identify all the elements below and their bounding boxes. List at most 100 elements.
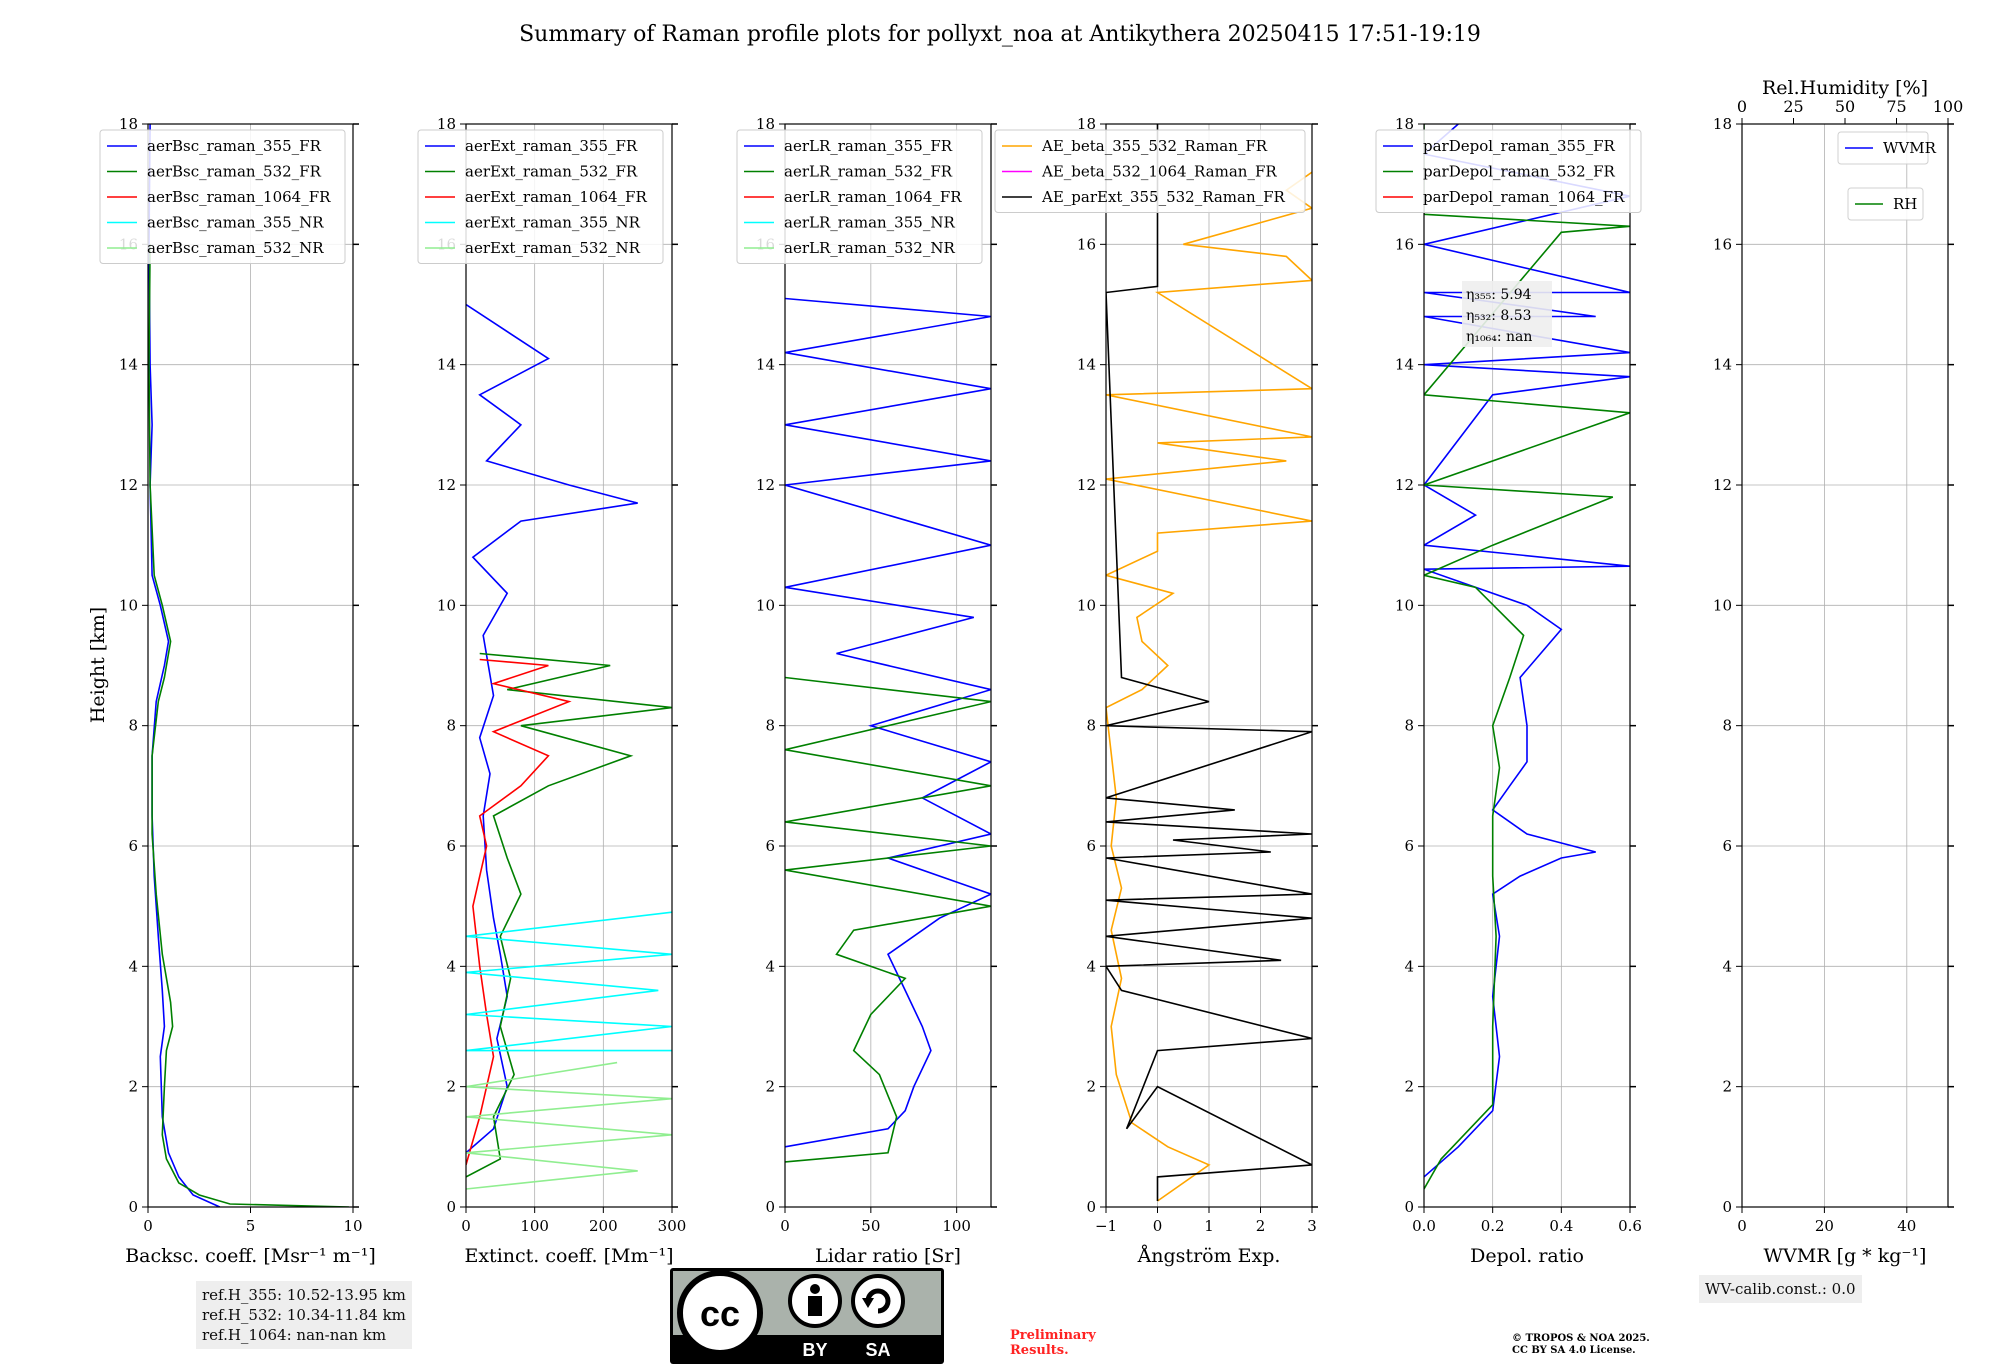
y-tick-label: 10 bbox=[119, 596, 138, 614]
axes-frame bbox=[465, 123, 673, 1208]
y-tick-label: 2 bbox=[1086, 1078, 1096, 1096]
y-tick-label: 8 bbox=[1086, 717, 1096, 735]
y-tick-label: 18 bbox=[1395, 115, 1414, 133]
y-tick-label: 8 bbox=[128, 717, 138, 735]
share-alike-icon bbox=[851, 1274, 905, 1328]
x-tick-label: 5 bbox=[246, 1217, 256, 1235]
x-tick-label: 50 bbox=[861, 1217, 880, 1235]
copyright-line-1: © TROPOS & NOA 2025. bbox=[1512, 1333, 1650, 1344]
y-tick-label: 14 bbox=[1713, 356, 1732, 374]
figure-title: Summary of Raman profile plots for polly… bbox=[519, 22, 1481, 47]
x-tick-label: 0 bbox=[461, 1217, 471, 1235]
legend-label: aerLR_raman_355_FR bbox=[784, 137, 953, 155]
legend-rh: RH bbox=[1847, 187, 1924, 221]
y-tick-label: 12 bbox=[119, 476, 138, 494]
axes-frame bbox=[1423, 123, 1631, 1208]
axes-frame bbox=[1741, 123, 1949, 1208]
y-tick-label: 18 bbox=[1713, 115, 1732, 133]
y-tick-label: 6 bbox=[1404, 837, 1414, 855]
legend-label: aerLR_raman_1064_FR bbox=[784, 188, 962, 206]
copyright-line-2: CC BY SA 4.0 License. bbox=[1512, 1345, 1636, 1356]
y-tick-label: 0 bbox=[128, 1198, 138, 1216]
legend-label: RH bbox=[1893, 195, 1917, 213]
x-tick-label: 200 bbox=[589, 1217, 618, 1235]
wv-calib-box: WV-calib.const.: 0.0 bbox=[1699, 1275, 1862, 1303]
x-axis-label: Ångström Exp. bbox=[1137, 1245, 1281, 1267]
y-tick-label: 0 bbox=[765, 1198, 775, 1216]
y-tick-label: 14 bbox=[1395, 356, 1414, 374]
legend-label: aerBsc_raman_355_FR bbox=[147, 137, 322, 155]
legend-label: aerExt_raman_355_FR bbox=[465, 137, 638, 155]
y-tick-label: 2 bbox=[446, 1078, 456, 1096]
top-x-tick-label: 50 bbox=[1835, 97, 1855, 116]
ref-height-355: ref.H_355: 10.52-13.95 km bbox=[202, 1286, 406, 1304]
legend-label: aerExt_raman_355_NR bbox=[465, 214, 641, 232]
x-axis-label: WVMR [g * kg⁻¹] bbox=[1764, 1245, 1927, 1267]
y-tick-label: 12 bbox=[1395, 476, 1414, 494]
y-tick-label: 12 bbox=[1713, 476, 1732, 494]
x-tick-label: 0.6 bbox=[1618, 1217, 1642, 1235]
panel-bsc: 0510024681012141618Backsc. coeff. [Msr⁻¹… bbox=[99, 115, 376, 1267]
y-tick-label: 2 bbox=[128, 1078, 138, 1096]
axes-frame bbox=[784, 123, 992, 1208]
cc-icon bbox=[677, 1270, 763, 1356]
series-aerBsc_raman_355_FR bbox=[148, 124, 221, 1207]
legend-label: AE_beta_532_1064_Raman_FR bbox=[1041, 163, 1277, 181]
y-tick-label: 4 bbox=[1722, 957, 1732, 975]
y-tick-label: 4 bbox=[765, 957, 775, 975]
eta-value: η₁₀₆₄: nan bbox=[1466, 329, 1532, 345]
x-axis-label: Extinct. coeff. [Mm⁻¹] bbox=[464, 1245, 673, 1267]
ref-heights-box: ref.H_355: 10.52-13.95 km ref.H_532: 10.… bbox=[196, 1281, 412, 1349]
series-aerLR_raman_532_FR bbox=[785, 676, 991, 1163]
y-tick-label: 6 bbox=[1086, 837, 1096, 855]
x-tick-label: 100 bbox=[520, 1217, 549, 1235]
y-tick-label: 4 bbox=[1086, 957, 1096, 975]
y-tick-label: 0 bbox=[1404, 1198, 1414, 1216]
wv-calib-text: WV-calib.const.: 0.0 bbox=[1705, 1280, 1856, 1298]
y-tick-label: 4 bbox=[1404, 957, 1414, 975]
legend-label: aerLR_raman_532_NR bbox=[784, 239, 955, 257]
sa-text: SA bbox=[865, 1340, 890, 1360]
legend-label: AE_parExt_355_532_Raman_FR bbox=[1041, 188, 1286, 206]
legend-label: aerBsc_raman_1064_FR bbox=[147, 188, 331, 206]
y-tick-label: 14 bbox=[119, 356, 138, 374]
y-tick-label: 18 bbox=[1077, 115, 1096, 133]
y-tick-label: 6 bbox=[765, 837, 775, 855]
y-tick-label: 0 bbox=[1722, 1198, 1732, 1216]
series-aerExt_raman_1064_FR bbox=[466, 658, 572, 1166]
series-aerExt_raman_355_NR bbox=[466, 911, 672, 1052]
y-tick-label: 2 bbox=[1404, 1078, 1414, 1096]
eta-annotation: η₃₅₅: 5.94 η₅₃₂: 8.53 η₁₀₆₄: nan bbox=[1462, 281, 1552, 347]
y-tick-label: 12 bbox=[1077, 476, 1096, 494]
y-tick-label: 18 bbox=[119, 115, 138, 133]
y-tick-label: 12 bbox=[437, 476, 456, 494]
panel-ext: 0100200300024681012141618Extinct. coeff.… bbox=[417, 115, 686, 1267]
y-tick-label: 14 bbox=[756, 356, 775, 374]
x-tick-label: 0 bbox=[1153, 1217, 1163, 1235]
y-tick-label: 4 bbox=[446, 957, 456, 975]
top-x-tick-label: 25 bbox=[1783, 97, 1803, 116]
x-tick-label: −1 bbox=[1095, 1217, 1117, 1235]
x-tick-label: 0 bbox=[1737, 1217, 1747, 1235]
legend-label: parDepol_raman_355_FR bbox=[1423, 137, 1616, 155]
preliminary-note: Preliminary Results. bbox=[1010, 1328, 1096, 1358]
y-axis-label: Height [km] bbox=[87, 607, 109, 723]
legend-bsc: aerBsc_raman_355_FR aerBsc_raman_532_FRae… bbox=[99, 129, 346, 264]
x-tick-label: 100 bbox=[942, 1217, 971, 1235]
top-x-tick-label: 100 bbox=[1933, 97, 1964, 116]
y-tick-label: 2 bbox=[765, 1078, 775, 1096]
legend-wvmr: WVMR bbox=[1837, 131, 1937, 165]
y-tick-label: 10 bbox=[1713, 596, 1732, 614]
y-tick-label: 10 bbox=[756, 596, 775, 614]
y-tick-label: 16 bbox=[1713, 235, 1732, 253]
top-x-tick-label: 0 bbox=[1737, 97, 1747, 116]
x-tick-label: 2 bbox=[1256, 1217, 1266, 1235]
x-tick-label: 3 bbox=[1307, 1217, 1317, 1235]
y-tick-label: 10 bbox=[1077, 596, 1096, 614]
y-tick-label: 2 bbox=[1722, 1078, 1732, 1096]
axes-frame bbox=[1105, 123, 1313, 1208]
top-axis-label: Rel.Humidity [%] bbox=[1762, 77, 1928, 99]
y-tick-label: 8 bbox=[1404, 717, 1414, 735]
y-tick-label: 14 bbox=[1077, 356, 1096, 374]
